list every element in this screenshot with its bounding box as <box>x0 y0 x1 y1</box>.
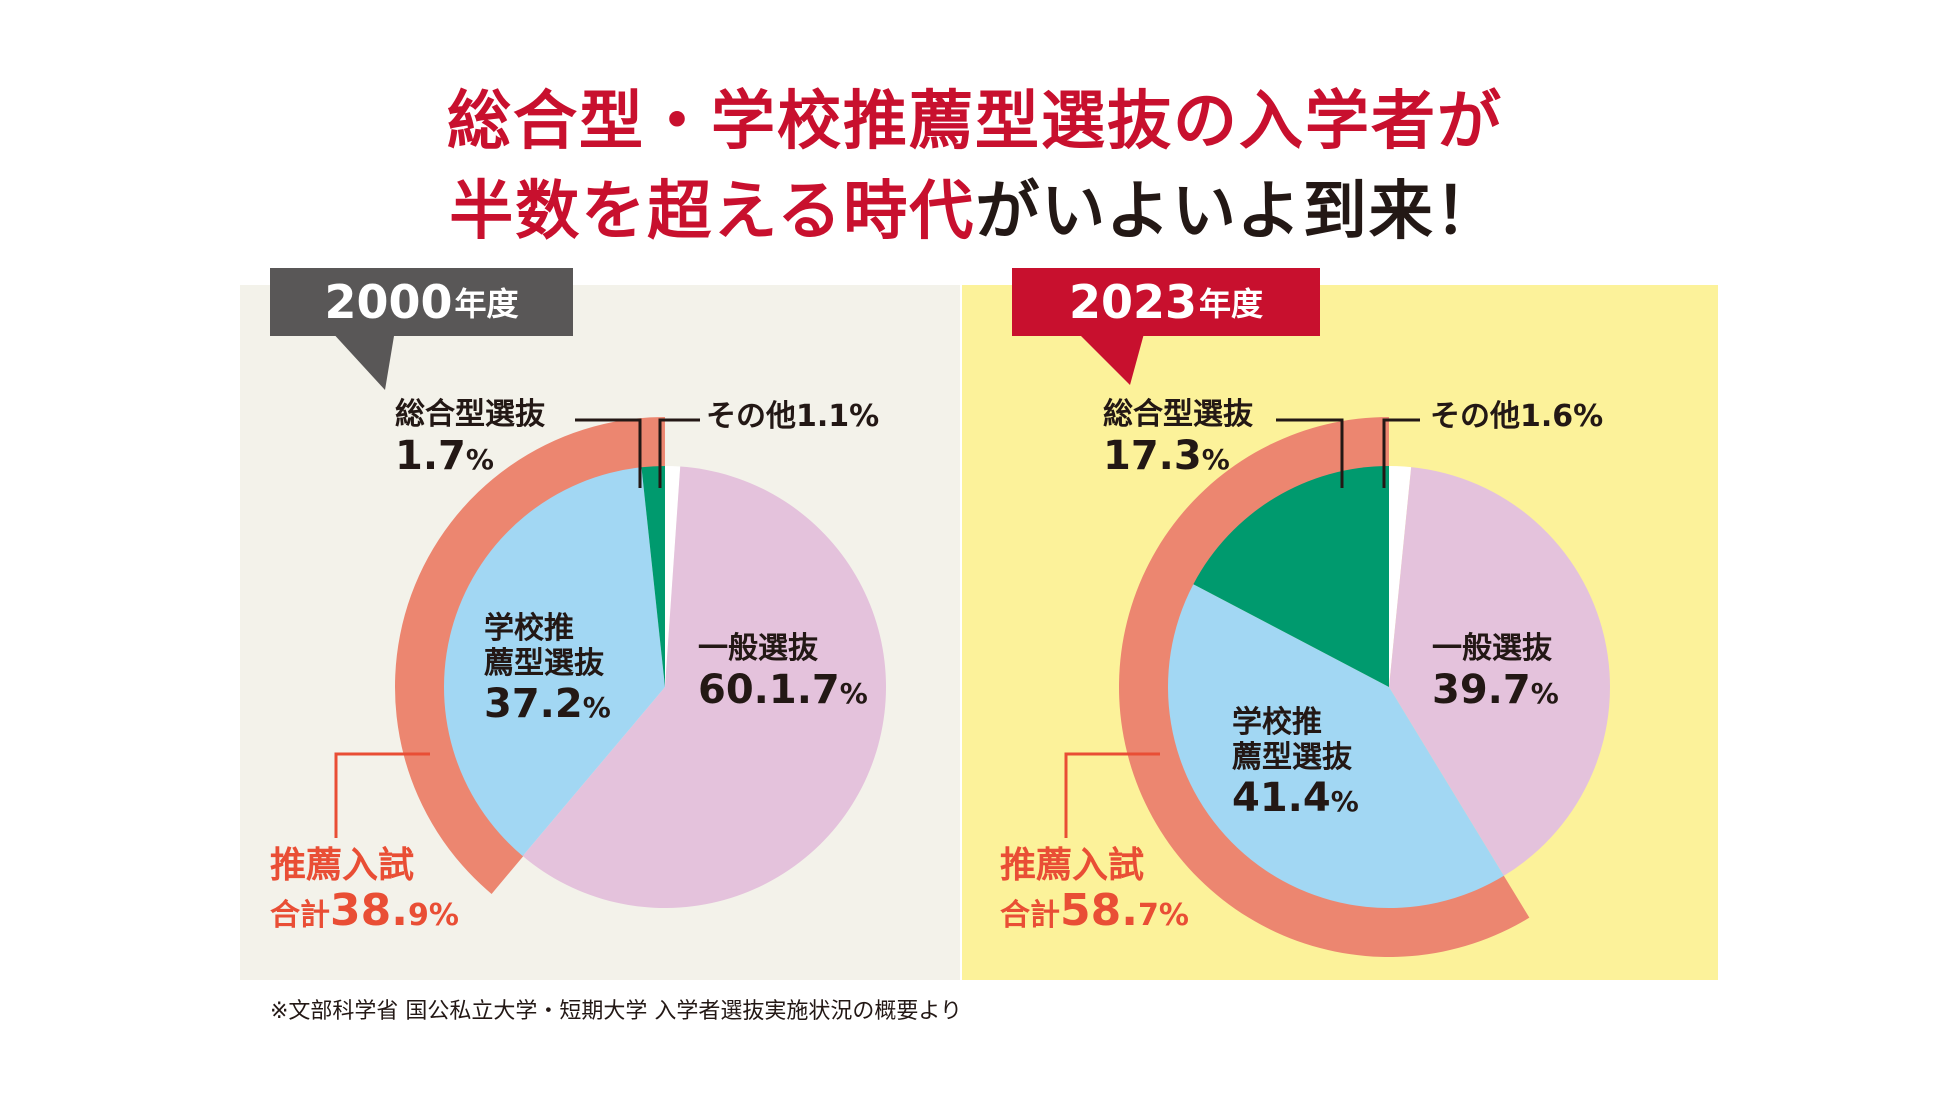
label-gakko-name1-2023: 学校推 <box>1232 705 1322 740</box>
label-suisen-2000: 推薦入試 合計38.9% <box>270 845 459 937</box>
leader-suisen-2000 <box>334 752 430 838</box>
slice-other-2000 <box>665 466 681 687</box>
label-ippan-pct-2000: % <box>839 676 868 710</box>
headline-line2: 半数を超える時代がいよいよ到来！ <box>0 180 1950 244</box>
year-suffix-2000: 年度 <box>454 285 519 323</box>
leader-other-2023 <box>1382 418 1420 488</box>
label-gakko-pct-2000: % <box>582 691 611 724</box>
label-sogo-2023: 総合型選抜 17.3% <box>1103 397 1253 479</box>
label-sogo-name-2000: 総合型選抜 <box>395 397 545 432</box>
pie-2023 <box>1119 417 1610 957</box>
slice-ippan-2000 <box>522 466 886 908</box>
label-ippan-name-2000: 一般選抜 <box>698 631 818 666</box>
label-gakko-name2-2000: 薦型選抜 <box>484 645 604 681</box>
ring-suisen-2023 <box>1119 417 1530 957</box>
leader-suisen-2023 <box>1064 752 1160 838</box>
label-ippan-value-2000: 60.1.7 <box>698 666 840 713</box>
year-suffix-2023: 年度 <box>1199 285 1264 323</box>
label-suisen-dec-2023: 7 <box>1137 898 1159 934</box>
label-suisen-prefix-2023: 合計 <box>1000 898 1060 934</box>
headline-line2-black: がいよいよ到来！ <box>975 175 1501 249</box>
leader-sogo-2000 <box>575 418 642 488</box>
label-sogo-pct-2000: % <box>465 442 494 476</box>
label-suisen-title-2000: 推薦入試 <box>270 845 415 886</box>
slice-sogo-2023 <box>1193 466 1389 687</box>
label-gakko-pct-2023: % <box>1330 785 1359 818</box>
label-gakko-name1-2000: 学校推 <box>484 611 574 646</box>
source-note: ※文部科学省 国公私立大学・短期大学 入学者選抜実施状況の概要より <box>270 999 962 1024</box>
year-tag-2023: 2023 年度 <box>1012 268 1320 336</box>
year-2023: 2023 <box>1068 275 1197 329</box>
pie-2000 <box>395 417 886 908</box>
leader-other-2000 <box>658 418 700 488</box>
label-ippan-value-2023: 39.7 <box>1432 666 1531 713</box>
label-ippan-2023: 一般選抜 39.7% <box>1432 631 1559 713</box>
label-suisen-dec-2000: 9 <box>407 898 429 934</box>
headline-line1: 総合型・学校推薦型選抜の入学者が <box>447 85 1503 159</box>
leader-sogo-2023 <box>1276 418 1344 488</box>
headline-line2-red: 半数を超える時代 <box>449 175 976 249</box>
label-other-2000: その他1.1% <box>706 399 880 434</box>
slice-sogo-2000 <box>641 466 665 687</box>
slice-gakko-2000 <box>444 467 665 857</box>
label-gakko-2023: 学校推 薦型選抜 41.4% <box>1232 705 1359 821</box>
label-gakko-name2-2023: 薦型選抜 <box>1232 739 1352 775</box>
label-suisen-prefix-2000: 合計 <box>270 898 330 934</box>
label-ippan-name-2023: 一般選抜 <box>1432 631 1552 666</box>
label-gakko-value-2000: 37.2 <box>484 681 583 727</box>
label-suisen-title-2023: 推薦入試 <box>1000 845 1145 886</box>
slice-gakko-2023 <box>1168 584 1504 908</box>
label-suisen-pct-2000: % <box>428 898 459 934</box>
label-gakko-2000: 学校推 薦型選抜 37.2% <box>484 611 611 727</box>
year-tag-2000: 2000 年度 <box>270 268 573 336</box>
label-sogo-value-2000: 1.7 <box>395 432 466 479</box>
label-suisen-int-2023: 58. <box>1060 885 1138 937</box>
label-sogo-pct-2023: % <box>1201 442 1230 476</box>
label-gakko-value-2023: 41.4 <box>1232 775 1331 821</box>
slice-ippan-2023 <box>1389 467 1610 876</box>
slice-other-2023 <box>1389 466 1412 687</box>
label-ippan-pct-2023: % <box>1530 676 1559 710</box>
label-ippan-2000: 一般選抜 60.1.7% <box>698 631 868 713</box>
label-sogo-value-2023: 17.3 <box>1103 432 1202 479</box>
year-tag-tail-2000 <box>330 330 395 390</box>
year-tag-tail-2023 <box>1075 330 1145 385</box>
label-suisen-int-2000: 38. <box>330 885 408 937</box>
label-suisen-2023: 推薦入試 合計58.7% <box>1000 845 1189 937</box>
label-other-2023: その他1.6% <box>1430 399 1604 434</box>
year-2000: 2000 <box>324 275 453 329</box>
label-suisen-pct-2023: % <box>1158 898 1189 934</box>
label-sogo-2000: 総合型選抜 1.7% <box>395 397 545 479</box>
label-sogo-name-2023: 総合型選抜 <box>1103 397 1253 432</box>
